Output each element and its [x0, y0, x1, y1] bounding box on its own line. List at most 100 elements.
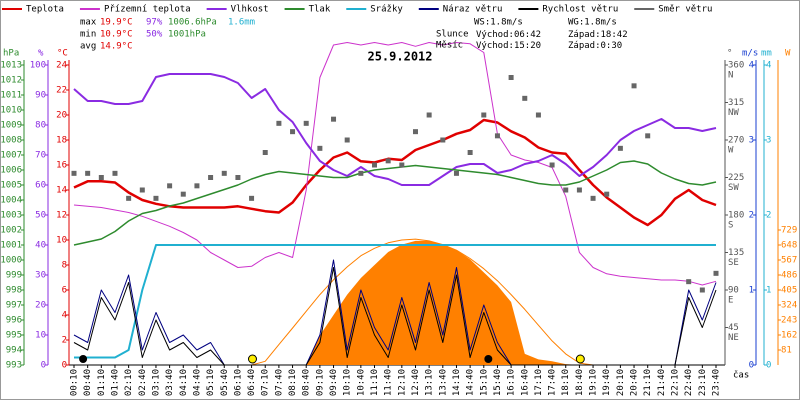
tick-label: 996: [6, 316, 22, 326]
astro-part: Západ:: [568, 41, 601, 51]
tick-label: 12: [56, 211, 67, 221]
x-tick-label: 12:40: [411, 369, 421, 396]
tick-label: 486: [781, 271, 797, 281]
wind-direction-point: [167, 183, 173, 189]
wind-direction-point: [631, 83, 637, 89]
wind-direction-point: [221, 170, 227, 176]
x-tick-label: 00:40: [83, 369, 93, 396]
tick-label: 18: [56, 136, 67, 146]
astro-label: Slunce: [436, 30, 469, 40]
x-tick-label: 11:10: [370, 369, 380, 396]
stat-value: max: [80, 18, 97, 28]
stat-value: 19.9°C: [100, 18, 133, 28]
x-tick-label: 12:10: [397, 369, 407, 396]
wind-direction-point: [645, 133, 651, 139]
wind-direction-point: [317, 145, 323, 151]
tick-label: 405: [781, 286, 797, 296]
wind-direction-point: [290, 129, 296, 135]
legend-label: Rychlost větru: [542, 5, 618, 15]
wind-direction-point: [426, 112, 432, 118]
legend-label: Přízemní teplota: [104, 5, 191, 15]
stat-value: avg: [80, 42, 96, 52]
x-tick-label: 09:10: [315, 369, 325, 396]
x-tick-label: 19:10: [589, 369, 599, 396]
x-tick-label: 22:10: [671, 369, 681, 396]
wind-direction-point: [153, 195, 159, 201]
series-line: [73, 267, 717, 365]
wind-direction-point: [85, 170, 91, 176]
tick-label: 1012: [0, 76, 22, 86]
tick-label: 81: [781, 346, 792, 356]
tick-label: 0: [41, 361, 46, 371]
wind-direction-point: [494, 133, 500, 139]
tick-label: 45: [728, 323, 739, 333]
stat-value: 50%: [146, 30, 163, 40]
axis-title: W: [785, 49, 791, 59]
x-tick-label: 20:40: [630, 369, 640, 396]
x-tick-label: 20:10: [616, 369, 626, 396]
x-tick-label: 15:10: [479, 369, 489, 396]
wind-direction-point: [549, 162, 555, 168]
x-tick-label: 23:40: [712, 369, 722, 396]
tick-label: 315: [728, 98, 744, 108]
wind-direction-point: [535, 112, 541, 118]
wind-direction-point: [235, 175, 241, 180]
tick-label: 180: [728, 211, 744, 221]
astro-part: Východ:: [476, 30, 514, 40]
tick-label: 1007: [0, 151, 22, 161]
sun-marker: [247, 354, 257, 364]
legend-label: Teplota: [26, 5, 64, 15]
series-line: [73, 118, 717, 227]
astro-part: 06:42: [514, 30, 541, 40]
wind-direction-point: [563, 187, 569, 193]
tick-label: 30: [35, 271, 46, 281]
stat-value: 1001hPa: [168, 30, 206, 40]
astro-part: Západ:: [568, 30, 601, 40]
tick-name: NE: [728, 333, 739, 343]
series-line: [251, 238, 594, 365]
wind-direction-point: [440, 137, 446, 143]
astro-part: 15:20: [514, 41, 541, 51]
x-tick-label: 06:10: [233, 369, 243, 396]
wind-stat: WG:1.8m/s: [568, 18, 617, 28]
tick-label: 998: [6, 286, 22, 296]
stat-value: 97%: [146, 18, 163, 28]
tick-label: 995: [6, 331, 22, 341]
wind-direction-point: [180, 191, 186, 197]
tick-label: 1011: [0, 91, 22, 101]
x-tick-label: 13:40: [438, 369, 448, 396]
x-tick-label: 04:10: [179, 369, 189, 396]
tick-label: 3: [749, 136, 754, 146]
wind-direction-point: [412, 129, 418, 135]
x-axis-title: čas: [733, 370, 749, 381]
wind-direction-point: [372, 162, 378, 168]
astro-label: Měsíc: [436, 41, 463, 51]
x-tick-label: 05:40: [220, 369, 230, 396]
legend-label: Náraz větru: [443, 5, 503, 15]
tick-label: 1002: [0, 226, 22, 236]
x-tick-label: 21:10: [643, 369, 653, 396]
axis-title: %: [38, 49, 44, 59]
x-tick-label: 03:10: [151, 369, 161, 396]
tick-label: 100: [30, 61, 46, 71]
wind-stat: WS:1.8m/s: [474, 18, 523, 28]
sun-marker: [575, 354, 585, 364]
stat-value: min: [80, 30, 96, 40]
astro-rise: Východ:15:20: [476, 41, 541, 51]
legend-label: Srážky: [370, 5, 403, 15]
tick-name: NW: [728, 108, 739, 118]
tick-label: 60: [35, 181, 46, 191]
tick-label: 324: [781, 301, 797, 311]
tick-label: 8: [62, 261, 67, 271]
tick-label: 1013: [0, 61, 22, 71]
wind-direction-point: [713, 270, 719, 276]
tick-label: 24: [56, 61, 67, 71]
tick-name: W: [728, 146, 734, 156]
astro-part: 18:42: [601, 30, 628, 40]
wind-direction-point: [699, 287, 705, 293]
x-tick-label: 23:10: [698, 369, 708, 396]
tick-label: 14: [56, 186, 67, 196]
tick-name: SW: [728, 183, 739, 193]
wind-direction-point: [385, 158, 391, 164]
tick-label: 40: [35, 241, 46, 251]
